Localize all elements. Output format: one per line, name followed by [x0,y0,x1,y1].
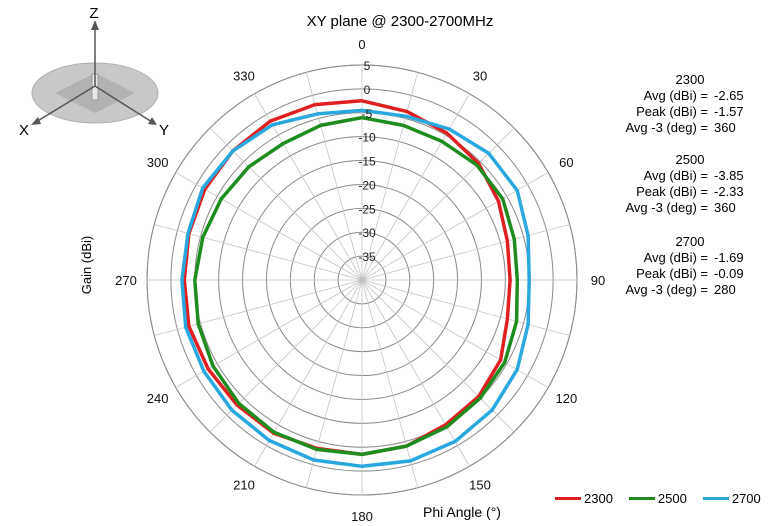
polar-grid [146,64,578,496]
grid-spoke [361,72,419,281]
angle-tick-label: 150 [469,477,491,492]
stats-label: Avg -3 (deg) = [625,282,708,297]
stats-value: -3.85 [714,168,744,183]
legend-item-2500: 2500 [628,491,687,506]
legend-swatch [555,497,581,500]
y-axis-arrow [148,117,157,125]
grid-spoke [209,127,363,281]
stats-label: Avg (dBi) = [643,168,708,183]
grid-spoke [361,223,570,281]
angle-tick-label: 300 [147,155,169,170]
angle-tick-label: 240 [147,391,169,406]
x-axis-arrow [31,117,41,125]
legend-label: 2700 [731,491,761,506]
angle-tick-label: 330 [233,69,255,84]
grid-spoke [175,172,363,281]
series-line-2700 [180,108,531,469]
stats-block-2700: 2700 Avg (dBi) = -1.69 Peak (dBi) = -0.09 … [600,234,750,298]
chart-title: XY plane @ 2300-2700MHz [307,13,494,30]
series-line-2500 [193,115,520,457]
stats-label: Avg -3 (deg) = [625,200,708,215]
stats-value: 360 [714,120,736,135]
stats-freq: 2300 [675,72,705,87]
x-axis-label: Phi Angle (°) [423,504,501,520]
r-tick-label: -10 [358,131,376,145]
angle-tick-label: 60 [559,155,573,170]
stats-label: Peak (dBi) = [636,184,708,199]
stats-value: -1.57 [714,104,744,119]
angle-tick-label: 210 [233,477,255,492]
x-axis-icon-label: X [19,122,29,139]
r-tick-label: -20 [358,178,376,192]
legend-item-2300: 2300 [555,491,613,506]
angle-tick-label: 30 [473,69,487,84]
stats-label: Peak (dBi) = [636,104,708,119]
z-axis-label: Z [89,5,98,22]
grid-spoke [361,279,570,337]
grid-spoke [361,279,419,488]
stats-label: Avg (dBi) = [643,88,708,103]
r-tick-label: -5 [362,107,373,121]
r-tick-label: -15 [358,155,376,169]
tick-label-layer: 5 0 -5 -10 -15 -20 -25 -30 -35 0 30 60 90 120 150 180 21… [115,37,605,524]
r-tick-label: -25 [358,202,376,216]
stats-value: -2.65 [714,88,744,103]
angle-tick-label: 90 [591,273,605,288]
stats-value: 280 [714,282,736,297]
y-axis-label: Gain (dBi) [79,236,94,295]
grid-spoke [361,279,470,467]
stats-freq: 2500 [675,152,705,167]
r-tick-label: 5 [364,59,371,73]
stats-value: -2.33 [714,184,744,199]
stats-value: 360 [714,200,736,215]
stats-label: Avg -3 (deg) = [625,120,708,135]
axes-orientation-icon: Z X Y [19,5,169,139]
grid-spoke [361,127,515,281]
stats-block-2500: 2500 Avg (dBi) = -3.85 Peak (dBi) = -2.33 … [600,152,750,216]
grid-spoke [305,72,363,281]
angle-tick-label: 270 [115,273,137,288]
z-axis-arrow [91,20,99,30]
grid-spoke [361,93,470,281]
angle-tick-label: 180 [351,509,373,524]
r-tick-label: 0 [364,83,371,97]
stats-freq: 2700 [675,234,705,249]
stats-label: Avg (dBi) = [643,250,708,265]
grid-spoke [305,279,363,488]
stats-block-2300: 2300 Avg (dBi) = -2.65 Peak (dBi) = -1.57 … [600,72,750,136]
grid-spoke [209,279,363,433]
legend-swatch [628,497,655,500]
y-axis-icon-label: Y [159,122,169,139]
angle-tick-label: 0 [358,37,365,52]
legend-label: 2300 [584,491,613,506]
x-axis-line [35,85,96,123]
r-tick-label: -35 [358,250,376,264]
legend-item-2700: 2700 [702,491,761,506]
grid-spoke [361,279,515,433]
stats-label: Peak (dBi) = [636,266,708,281]
stats-value: -1.69 [714,250,744,265]
angle-tick-label: 120 [556,391,578,406]
r-tick-label: -30 [358,226,376,240]
legend: 2300 2500 2700 [555,491,774,506]
legend-label: 2500 [657,491,687,506]
stats-value: -0.09 [714,266,744,281]
legend-swatch [702,497,729,500]
y-axis-line [94,85,153,123]
grid-spoke [254,279,363,467]
series-layer [180,99,531,469]
